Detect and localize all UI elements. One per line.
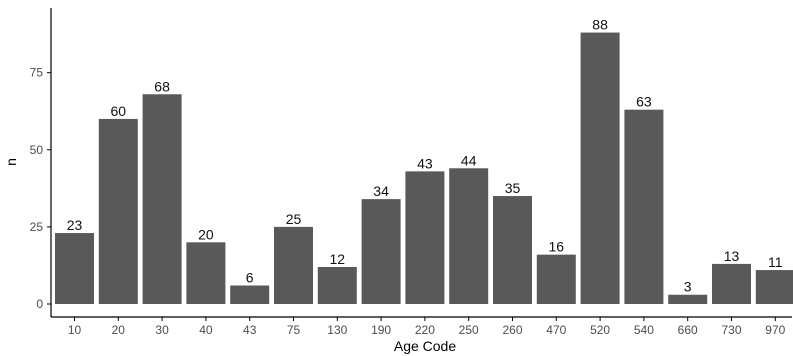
x-tick-label-220: 220 xyxy=(415,323,435,337)
y-tick-label-25: 25 xyxy=(30,220,44,234)
x-tick-label-470: 470 xyxy=(546,323,566,337)
data-label-30: 68 xyxy=(154,78,170,94)
data-label-43: 6 xyxy=(246,269,254,285)
x-tick-label-660: 660 xyxy=(678,323,698,337)
bar-970 xyxy=(755,270,793,304)
x-tick-label-250: 250 xyxy=(459,323,479,337)
data-label-660: 3 xyxy=(684,279,692,295)
bar-220 xyxy=(405,171,445,304)
y-tick-label-75: 75 xyxy=(30,66,44,80)
data-label-520: 88 xyxy=(592,17,608,33)
x-tick-label-40: 40 xyxy=(199,323,213,337)
x-tick-label-540: 540 xyxy=(634,323,654,337)
x-tick-label-730: 730 xyxy=(721,323,741,337)
data-label-730: 13 xyxy=(724,248,740,264)
data-label-250: 44 xyxy=(461,152,477,168)
data-label-190: 34 xyxy=(373,183,389,199)
data-label-540: 63 xyxy=(636,94,652,110)
data-label-10: 23 xyxy=(67,217,83,233)
bars-layer xyxy=(55,32,793,305)
data-label-260: 35 xyxy=(505,180,521,196)
y-axis-title: n xyxy=(3,158,19,166)
bar-20 xyxy=(98,118,138,304)
bar-660 xyxy=(668,294,708,304)
bar-75 xyxy=(274,226,313,304)
data-label-470: 16 xyxy=(549,239,565,255)
x-tick-label-970: 970 xyxy=(765,323,785,337)
data-label-75: 25 xyxy=(286,211,302,227)
data-label-220: 43 xyxy=(417,155,433,171)
x-tick-label-260: 260 xyxy=(502,323,522,337)
x-tick-label-520: 520 xyxy=(590,323,610,337)
y-tick-label-50: 50 xyxy=(30,143,44,157)
x-axis-title: Age Code xyxy=(394,338,456,354)
bar-250 xyxy=(449,168,489,304)
data-labels-layer: 23 60 68 20 6 25 12 34 43 44 35 16 88 63 3 13 11 xyxy=(67,17,783,295)
x-tick-label-20: 20 xyxy=(112,323,126,337)
bar-43 xyxy=(230,285,270,304)
bar-190 xyxy=(361,199,401,304)
y-tick-label-0: 0 xyxy=(36,297,43,311)
data-label-130: 12 xyxy=(330,251,346,267)
x-tick-label-75: 75 xyxy=(287,323,301,337)
axes-layer xyxy=(50,8,792,318)
bar-10 xyxy=(55,233,94,304)
ticks-layer: 10 20 30 40 43 75 130 190 220 250 260 470 520 540 660 7… xyxy=(30,66,786,337)
bar-470 xyxy=(536,254,576,304)
x-tick-label-190: 190 xyxy=(371,323,391,337)
bar-260 xyxy=(493,196,532,304)
data-label-20: 60 xyxy=(111,103,127,119)
x-tick-label-130: 130 xyxy=(327,323,347,337)
data-label-970: 11 xyxy=(768,254,783,270)
x-tick-label-30: 30 xyxy=(155,323,169,337)
data-label-40: 20 xyxy=(198,226,214,242)
bar-30 xyxy=(142,94,182,304)
x-tick-label-43: 43 xyxy=(243,323,257,337)
bar-730 xyxy=(712,263,751,304)
bar-540 xyxy=(624,109,664,305)
bar-40 xyxy=(186,242,226,304)
bar-520 xyxy=(580,32,620,305)
x-tick-label-10: 10 xyxy=(68,323,82,337)
bar-130 xyxy=(317,266,357,304)
